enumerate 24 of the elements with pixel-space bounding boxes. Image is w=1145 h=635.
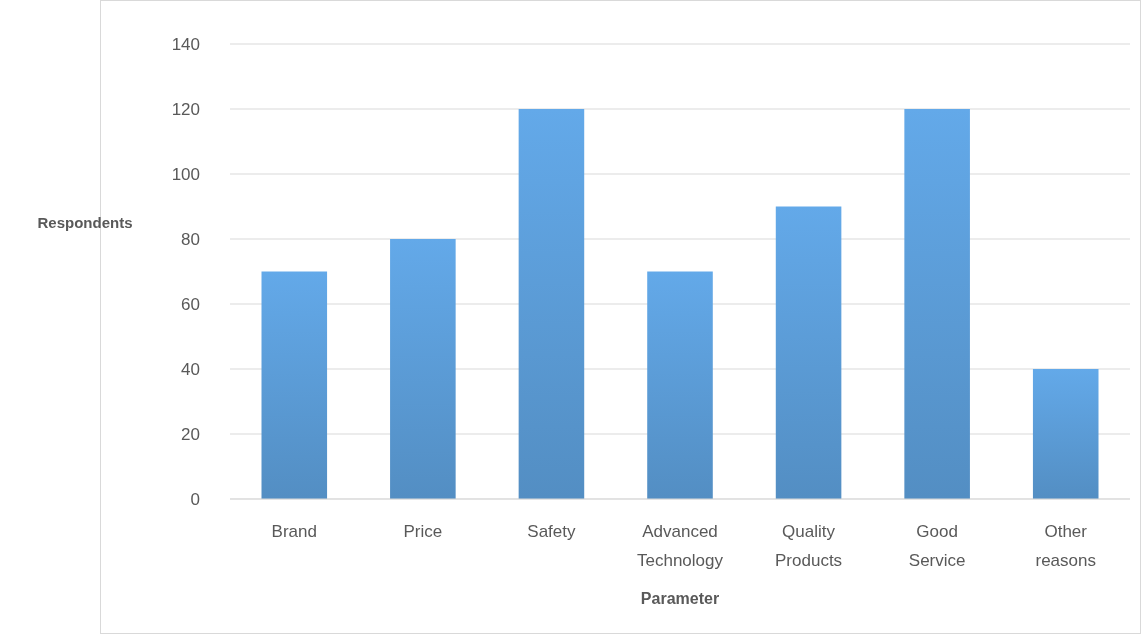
bar: [261, 271, 328, 499]
x-tick-label: Good Service: [908, 522, 966, 570]
bar: [518, 109, 585, 499]
x-tick-label: Safety: [527, 522, 577, 541]
x-tick-label: Other reasons: [1035, 522, 1096, 570]
x-axis-title: Parameter: [640, 590, 720, 607]
y-tick-label: 40: [181, 359, 200, 379]
y-tick-label: 100: [171, 164, 200, 184]
y-tick-label: 80: [181, 229, 200, 249]
y-axis-title: Respondents: [37, 214, 133, 231]
y-tick-label: 60: [181, 294, 200, 314]
y-tick-label: 0: [190, 489, 200, 509]
y-tick-label: 140: [171, 34, 200, 54]
y-tick-label: 120: [171, 99, 200, 119]
bar: [775, 206, 842, 499]
x-tick-label: Price: [403, 522, 443, 541]
bar: [904, 109, 970, 499]
x-tick-label: Brand: [271, 522, 317, 541]
bar: [1032, 369, 1099, 499]
y-tick-label: 20: [181, 424, 200, 444]
bar: [647, 271, 713, 499]
x-tick-label: Quality Products: [775, 522, 843, 570]
x-tick-label: Advanced Technology: [636, 522, 724, 570]
bar: [390, 239, 456, 499]
